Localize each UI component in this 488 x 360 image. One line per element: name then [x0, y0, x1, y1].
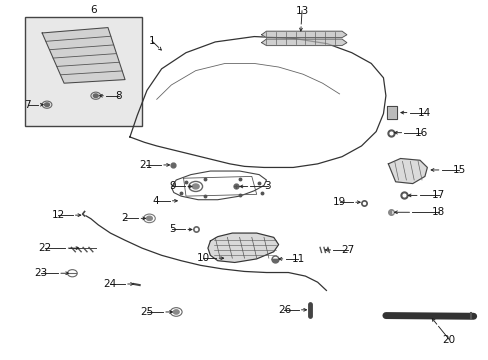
Text: 2: 2 [122, 213, 128, 223]
Text: 20: 20 [442, 334, 455, 345]
Text: 17: 17 [431, 190, 444, 201]
Text: 26: 26 [277, 305, 290, 315]
Text: 27: 27 [341, 245, 354, 255]
Text: 19: 19 [332, 197, 346, 207]
Text: 23: 23 [34, 268, 47, 278]
Text: 21: 21 [139, 160, 152, 170]
Polygon shape [387, 158, 427, 184]
Polygon shape [42, 28, 125, 83]
Text: 10: 10 [196, 253, 209, 263]
Text: 12: 12 [52, 210, 65, 220]
Polygon shape [261, 39, 346, 45]
Text: 22: 22 [38, 243, 51, 253]
Text: 16: 16 [413, 128, 427, 138]
Text: 4: 4 [152, 196, 159, 206]
Circle shape [44, 103, 49, 107]
Text: 14: 14 [417, 108, 430, 118]
Polygon shape [207, 233, 278, 262]
Circle shape [93, 94, 98, 98]
Polygon shape [261, 31, 346, 38]
Text: 1: 1 [148, 36, 155, 46]
Text: 24: 24 [103, 279, 116, 289]
Polygon shape [386, 107, 396, 119]
Bar [25, 17, 142, 126]
Text: 7: 7 [24, 100, 31, 110]
Text: 6: 6 [90, 5, 97, 15]
Text: 11: 11 [291, 254, 304, 264]
Text: 25: 25 [140, 307, 153, 317]
Text: 5: 5 [169, 225, 175, 234]
Text: 18: 18 [431, 207, 444, 217]
Text: 8: 8 [115, 91, 122, 101]
Circle shape [146, 216, 152, 221]
Circle shape [192, 184, 199, 189]
Text: 13: 13 [295, 6, 308, 16]
Text: 3: 3 [264, 181, 271, 192]
Text: 15: 15 [451, 165, 465, 175]
Circle shape [173, 310, 179, 314]
Text: 9: 9 [169, 181, 175, 192]
